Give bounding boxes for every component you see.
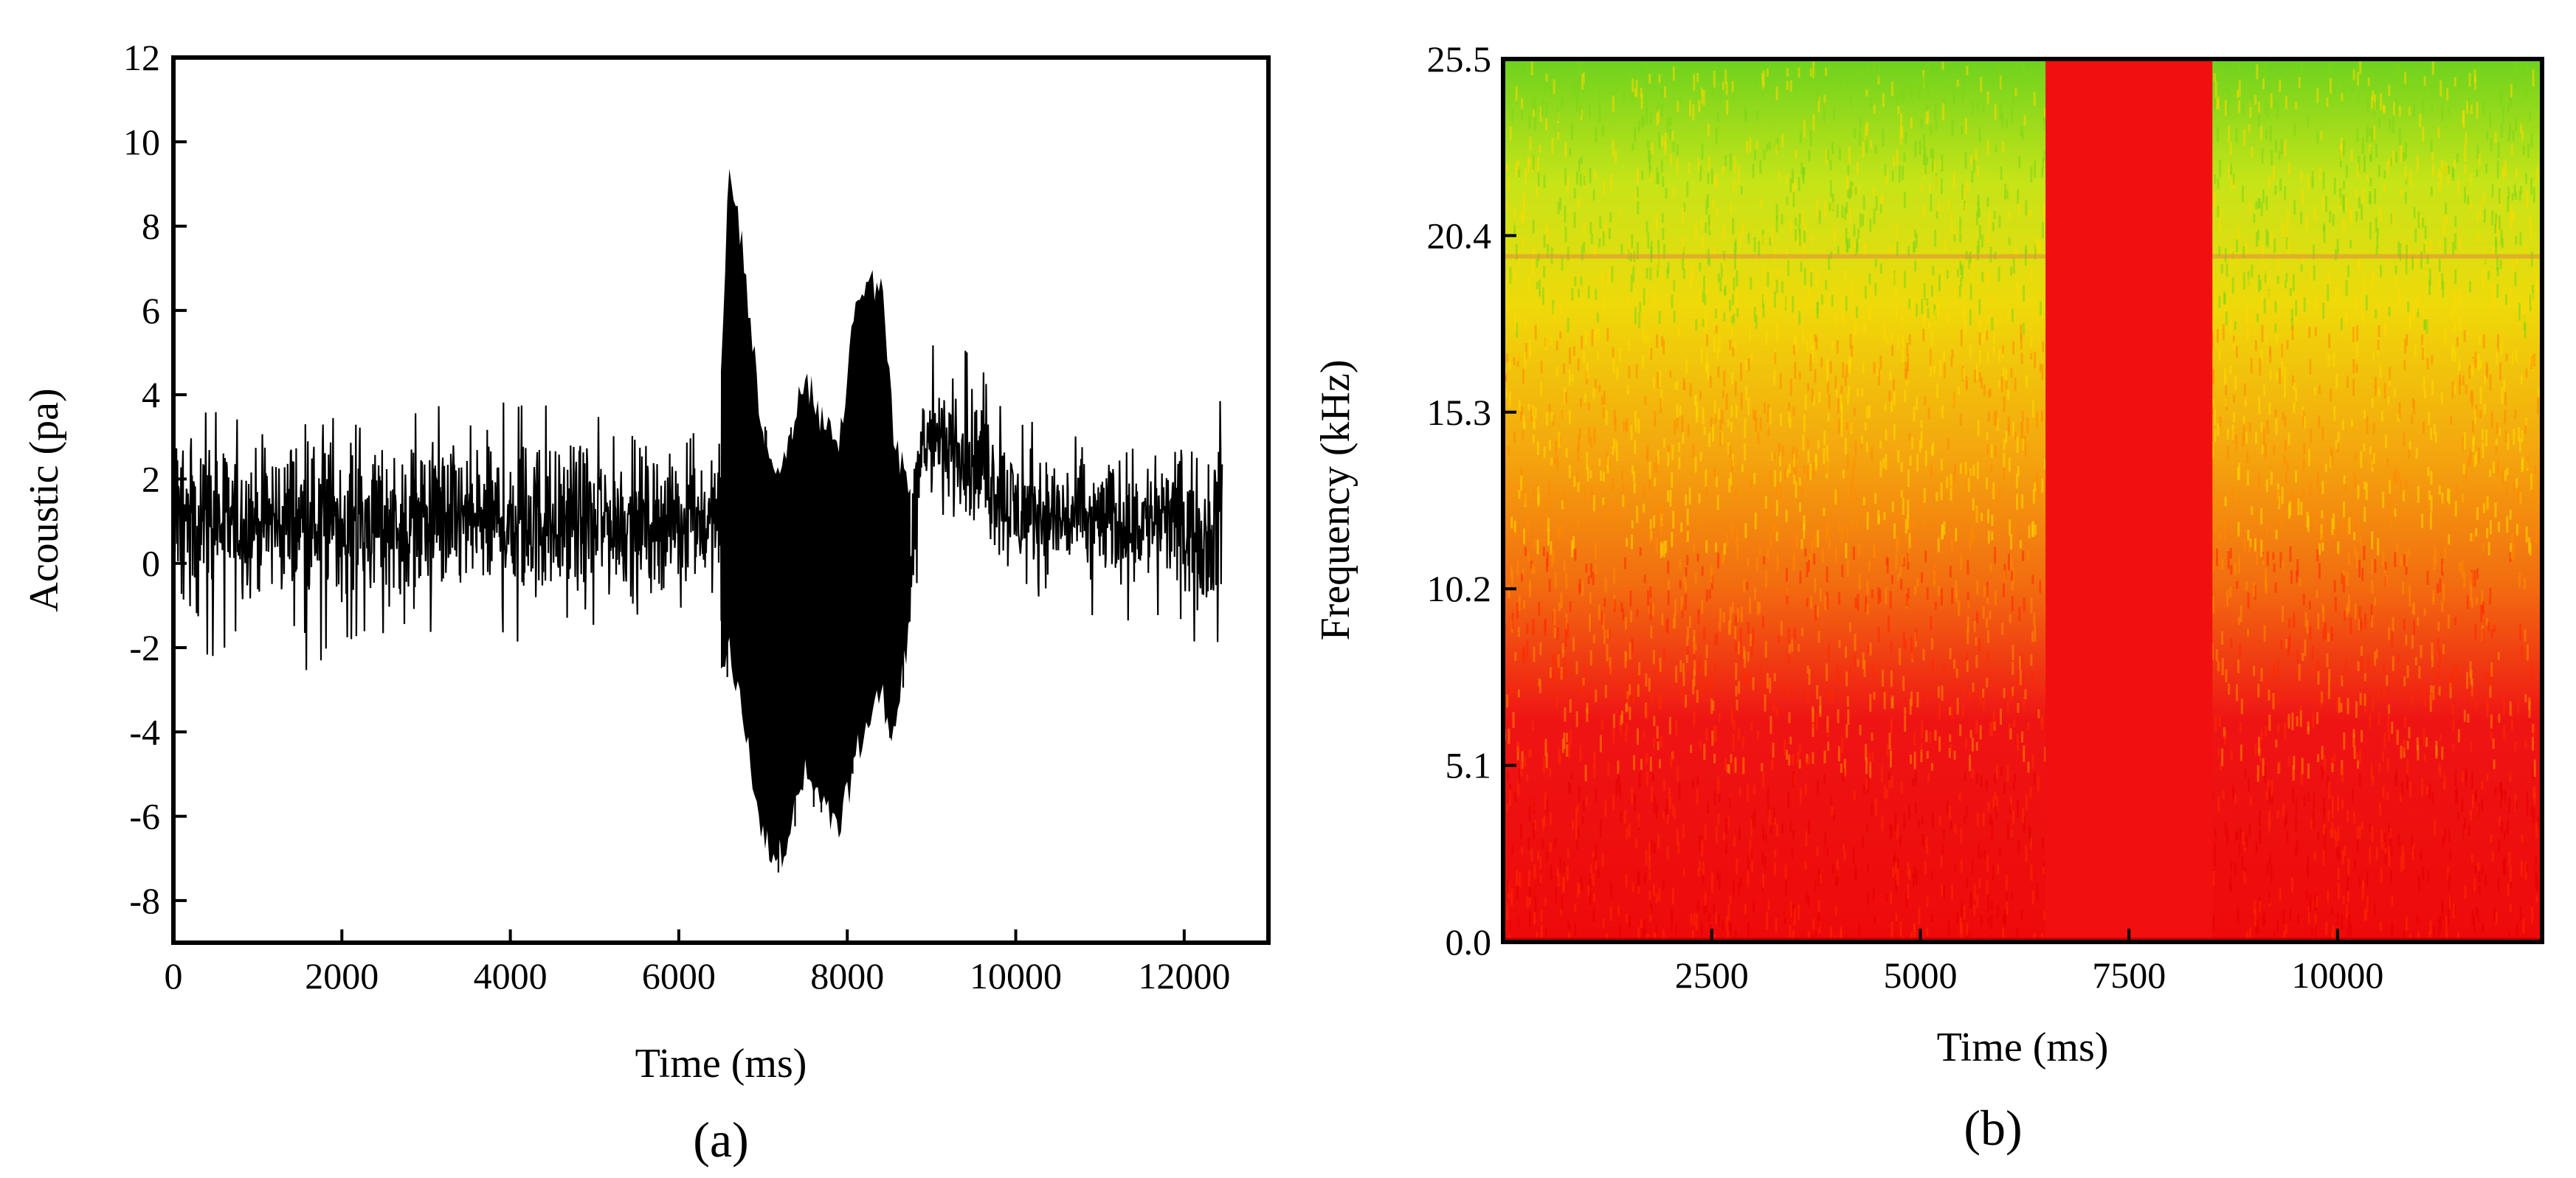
panel-a: 0 2000 4000 6000 8000 10000 12000 -8 -6 -4 -2 0 2 4 6 8… xyxy=(21,37,1271,1168)
y-tick-label-b: 20.4 xyxy=(1427,215,1492,256)
y-tick-label-a: 8 xyxy=(142,206,160,247)
y-tick-label-a: -6 xyxy=(129,796,160,837)
y-tick-label-a: 4 xyxy=(142,374,160,415)
saturated-burst-band xyxy=(2045,59,2213,942)
y-tick-label-a: -2 xyxy=(129,627,160,668)
x-tick-label-a: 2000 xyxy=(305,955,379,997)
axes-a: 0 2000 4000 6000 8000 10000 12000 -8 -6 -4 -2 0 2 4 6 8… xyxy=(123,37,1230,997)
y-tick-label-b: 25.5 xyxy=(1427,38,1492,80)
y-tick-label-a: 2 xyxy=(142,458,160,499)
x-tick-label-a: 10000 xyxy=(970,955,1062,997)
x-tick-label-b: 10000 xyxy=(2291,954,2383,996)
x-tick-label-b: 5000 xyxy=(1883,954,1957,996)
y-tick-label-a: 10 xyxy=(123,121,160,162)
x-tick-label-a: 8000 xyxy=(810,955,884,997)
y-axis-label-a: Acoustic (pa) xyxy=(21,388,67,611)
y-axis-label-b: Frequency (kHz) xyxy=(1313,360,1358,641)
y-tick-label-a: -8 xyxy=(129,880,160,921)
y-tick-label-a: 12 xyxy=(123,37,160,78)
y-tick-label-b: 10.2 xyxy=(1427,568,1492,609)
y-tick-label-a: 6 xyxy=(142,290,160,331)
y-tick-label-b: 15.3 xyxy=(1427,392,1492,433)
x-tick-label-a: 0 xyxy=(165,955,183,997)
x-tick-label-b: 7500 xyxy=(2092,954,2166,996)
spectrogram xyxy=(1503,59,2542,942)
y-tick-label-a: -4 xyxy=(129,711,160,752)
axes-b: 2500 5000 7500 10000 0.0 5.1 10.2 15.3 20.4 25.5 xyxy=(1427,38,2384,996)
y-tick-label-a: 0 xyxy=(142,543,160,584)
x-axis-label-a: Time (ms) xyxy=(635,1041,807,1087)
waveform-trace xyxy=(173,277,1223,873)
panel-label-a: (a) xyxy=(693,1112,748,1168)
waveform xyxy=(173,168,1223,873)
plot-frame-b xyxy=(1501,57,2544,944)
x-tick-label-b: 2500 xyxy=(1675,954,1749,996)
x-tick-label-a: 12000 xyxy=(1138,955,1230,997)
y-tick-label-b: 5.1 xyxy=(1446,745,1492,786)
x-axis-label-b: Time (ms) xyxy=(1937,1025,2109,1070)
x-tick-label-a: 6000 xyxy=(642,955,716,997)
y-tick-label-b: 0.0 xyxy=(1446,921,1492,963)
plot-frame-a xyxy=(171,55,1271,945)
panel-label-b: (b) xyxy=(1964,1100,2022,1156)
panel-b: 2500 5000 7500 100000.05.110.215.320.425.5 … xyxy=(1313,38,2544,1156)
x-tick-label-a: 4000 xyxy=(474,955,548,997)
harmonic-line xyxy=(1503,254,2542,259)
